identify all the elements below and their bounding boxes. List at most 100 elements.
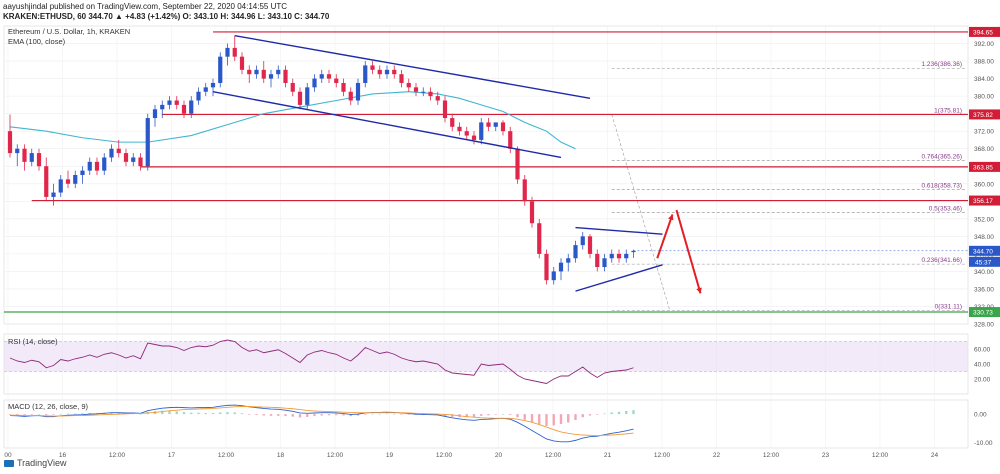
channel-lines xyxy=(212,34,591,159)
candle-body xyxy=(290,82,295,92)
candle-body xyxy=(145,118,150,167)
macd-histogram-bar xyxy=(88,412,91,415)
candle-body xyxy=(254,69,259,75)
macd-histogram-bar xyxy=(487,414,490,416)
macd-histogram-bar xyxy=(588,414,592,416)
macd-histogram-bar xyxy=(451,414,454,417)
macd-histogram-bar xyxy=(545,414,548,426)
macd-histogram-bar xyxy=(313,414,316,417)
macd-histogram-bar xyxy=(523,414,526,420)
symbol-line: KRAKEN:ETHUSD, 60 344.70 ▲ +4.83 (+1.42%… xyxy=(3,12,330,21)
level-price-tag-label: 330.73 xyxy=(973,310,993,317)
price-tick-label: 392.00 xyxy=(974,41,994,48)
time-tick-label: 17 xyxy=(168,452,176,459)
arrow-up xyxy=(656,214,674,259)
candle-body xyxy=(22,148,27,162)
triangle-upper-line xyxy=(575,226,663,235)
rsi-tick-label: 40.00 xyxy=(974,362,991,369)
macd-histogram-bar xyxy=(342,414,345,416)
macd-histogram-bar xyxy=(320,414,323,416)
candle-body xyxy=(102,157,107,171)
time-tick-label: 21 xyxy=(604,452,612,459)
macd-histogram-bar xyxy=(581,414,584,418)
candle-body xyxy=(131,157,136,162)
rsi-pane xyxy=(4,339,968,384)
macd-histogram-bar xyxy=(240,413,244,415)
macd-histogram-bar xyxy=(617,411,621,415)
candle-body xyxy=(247,69,252,75)
macd-histogram-bar xyxy=(255,414,258,415)
candle-body xyxy=(36,153,42,167)
candles xyxy=(7,35,636,285)
candle-body xyxy=(406,82,411,88)
candle-body xyxy=(174,100,179,105)
candle-body xyxy=(457,126,462,132)
macd-histogram-bar xyxy=(516,414,519,418)
macd-histogram-bar xyxy=(530,414,534,423)
fib-level-label: 0(331.11) xyxy=(935,303,962,310)
candle-body xyxy=(15,148,20,154)
triangle-pattern xyxy=(575,226,663,292)
rsi-band xyxy=(4,341,968,372)
level-price-tag-label: 356.17 xyxy=(973,198,993,205)
tradingview-brand[interactable]: TradingView xyxy=(4,458,67,468)
macd-histogram-bar xyxy=(603,413,606,415)
channel-upper-line xyxy=(234,34,591,99)
candle-body xyxy=(573,245,578,259)
candle-body xyxy=(363,65,368,83)
fib-level-label: 0.618(358.73) xyxy=(922,182,962,189)
macd-line xyxy=(9,404,634,443)
macd-histogram-bar xyxy=(37,414,41,415)
candle-body xyxy=(225,47,230,57)
candle-body xyxy=(551,271,556,281)
level-price-tag-label: 394.65 xyxy=(973,29,993,36)
time-tick-label: 16 xyxy=(59,452,67,459)
price-tick-label: 352.00 xyxy=(974,216,994,223)
ema-100-line xyxy=(9,91,576,150)
arrow-up-head xyxy=(668,214,674,221)
macd-histogram-bar xyxy=(16,414,19,415)
macd-histogram-bar xyxy=(610,412,613,415)
macd-histogram-bar xyxy=(277,414,280,416)
candle-body xyxy=(268,74,274,79)
macd-histogram-bar xyxy=(552,414,555,426)
fib-level-label: 0.5(353.46) xyxy=(929,205,962,212)
macd-histogram-bar xyxy=(284,414,287,417)
time-tick-label: 12:00 xyxy=(763,452,780,459)
time-tick-label: 19 xyxy=(386,452,394,459)
macd-histogram-bar xyxy=(161,410,164,415)
macd-histogram-bar xyxy=(81,413,84,415)
candle-body xyxy=(283,69,288,83)
candle-body xyxy=(435,96,440,101)
candle-body xyxy=(595,253,600,268)
level-price-tag-label: 375.82 xyxy=(973,112,993,119)
countdown-label: 45:37 xyxy=(975,259,992,266)
candle-body xyxy=(471,135,477,140)
time-tick-label: 12:00 xyxy=(872,452,889,459)
arrow-annotations xyxy=(656,209,702,294)
time-tick-label: 22 xyxy=(713,452,721,459)
time-tick-label: 12:00 xyxy=(327,452,344,459)
macd-histogram-bar xyxy=(465,414,468,418)
macd-histogram-bar xyxy=(8,414,12,415)
candle-body xyxy=(326,74,332,79)
candle-body xyxy=(624,253,629,259)
candle-body xyxy=(442,100,448,119)
macd-histogram-bar xyxy=(197,412,200,415)
candle-body xyxy=(508,131,513,149)
candle-body xyxy=(355,82,361,101)
macd-histogram-bar xyxy=(472,414,476,418)
rsi-tick-label: 20.00 xyxy=(974,377,991,384)
price-tick-label: 336.00 xyxy=(974,286,994,293)
last-price-label: 344.70 xyxy=(973,248,993,255)
fib-level-label: 0.236(341.66) xyxy=(922,257,962,264)
candle-body xyxy=(167,100,172,105)
last-price-tag xyxy=(969,245,1000,256)
time-tick-label: 12:00 xyxy=(545,452,562,459)
time-tick-label: 20 xyxy=(495,452,503,459)
macd-histogram-bar xyxy=(407,414,410,415)
candle-body xyxy=(399,74,404,83)
triangle-lower-line xyxy=(575,264,663,292)
candle-body xyxy=(51,192,56,197)
